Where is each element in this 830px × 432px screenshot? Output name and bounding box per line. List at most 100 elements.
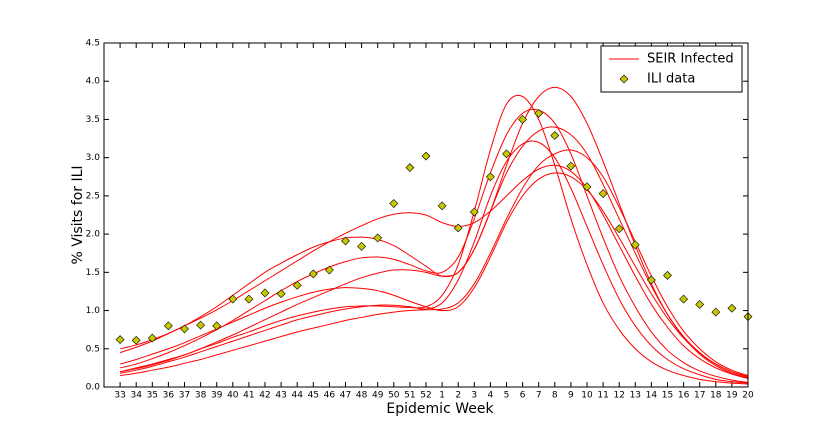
- seir-line: [119, 172, 748, 377]
- ili-point: [389, 199, 399, 208]
- ili-point: [405, 163, 415, 173]
- x-tick-label: 18: [710, 391, 722, 401]
- ili-point: [485, 172, 495, 182]
- seir-line: [120, 149, 748, 377]
- y-axis-label: % Visits for ILI: [70, 165, 86, 264]
- y-tick-label: 1.0: [86, 306, 101, 316]
- x-tick-label: 46: [324, 391, 336, 401]
- ili-point: [292, 280, 302, 290]
- x-tick-label: 2: [455, 391, 461, 401]
- y-tick-label: 3.5: [86, 115, 100, 125]
- seir-line: [120, 126, 748, 378]
- ili-point: [679, 294, 689, 304]
- ili-point: [196, 320, 206, 330]
- x-tick-label: 16: [678, 391, 690, 401]
- x-tick-label: 6: [520, 391, 526, 401]
- x-tick-label: 49: [372, 391, 384, 401]
- y-tick-label: 3.0: [86, 153, 101, 163]
- ili-point: [550, 131, 560, 140]
- x-tick-label: 9: [568, 391, 574, 401]
- x-tick-label: 5: [504, 391, 510, 401]
- ili-point: [147, 333, 157, 343]
- seir-line: [119, 94, 748, 385]
- y-tick-label: 0.5: [86, 344, 100, 354]
- x-tick-label: 37: [179, 391, 190, 401]
- x-tick-label: 7: [536, 391, 542, 401]
- x-tick-label: 43: [275, 391, 286, 401]
- ili-point: [582, 182, 592, 192]
- legend-marker: [619, 74, 629, 84]
- x-tick-label: 38: [195, 391, 207, 401]
- y-tick-label: 0.0: [86, 383, 101, 393]
- plot-frame: [103, 42, 749, 388]
- x-tick-label: 4: [488, 391, 494, 401]
- y-tick-label: 2.0: [86, 230, 101, 240]
- legend-box: [600, 45, 743, 93]
- y-tick-label: 4.5: [86, 39, 100, 49]
- x-tick-label: 51: [404, 391, 415, 401]
- x-tick-label: 47: [340, 391, 351, 401]
- x-tick-label: 15: [662, 391, 673, 401]
- y-tick-label: 4.0: [86, 77, 101, 87]
- x-tick-label: 1: [439, 391, 445, 401]
- ili-point: [518, 115, 528, 124]
- ili-point: [695, 300, 705, 309]
- x-tick-label: 42: [259, 391, 270, 401]
- ili-point: [614, 224, 624, 234]
- ili-point: [469, 207, 479, 217]
- y-tick-label: 1.5: [86, 268, 100, 278]
- x-tick-label: 44: [291, 391, 303, 401]
- ili-point: [646, 275, 656, 285]
- x-tick-label: 33: [114, 391, 125, 401]
- x-tick-label: 19: [726, 391, 738, 401]
- ili-point: [663, 270, 672, 280]
- ili-point: [502, 149, 511, 159]
- ili-point: [534, 108, 544, 118]
- x-tick-label: 17: [694, 391, 705, 401]
- x-tick-label: 10: [581, 391, 593, 401]
- x-axis-label: Epidemic Week: [386, 401, 494, 417]
- legend-label: SEIR Infected: [647, 52, 734, 67]
- seir-line: [119, 108, 748, 383]
- x-tick-label: 14: [646, 391, 658, 401]
- ili-point: [115, 335, 125, 345]
- ili-point: [598, 189, 608, 199]
- x-tick-label: 35: [147, 391, 158, 401]
- x-tick-label: 3: [471, 391, 477, 401]
- x-tick-label: 36: [163, 391, 175, 401]
- x-tick-label: 39: [211, 391, 223, 401]
- ili-point: [308, 269, 318, 279]
- ili-point: [228, 294, 238, 304]
- ili-point: [630, 240, 640, 250]
- x-tick-label: 50: [388, 391, 400, 401]
- legend-label: ILI data: [647, 72, 695, 87]
- y-tick-label: 2.5: [86, 191, 100, 201]
- x-tick-label: 41: [243, 391, 254, 401]
- ili-point: [212, 321, 222, 331]
- x-tick-label: 8: [552, 391, 558, 401]
- ili-point: [324, 265, 334, 275]
- x-tick-label: 45: [308, 391, 319, 401]
- seir-line: [119, 86, 748, 379]
- ili-point: [373, 233, 383, 243]
- x-tick-label: 52: [420, 391, 431, 401]
- ili-point: [357, 241, 367, 251]
- ili-point: [341, 236, 350, 246]
- ili-point: [566, 161, 576, 171]
- seir-line: [120, 140, 748, 384]
- x-tick-label: 34: [130, 391, 142, 401]
- ili-point: [727, 303, 737, 313]
- ili-point: [453, 223, 463, 233]
- x-tick-label: 20: [742, 391, 754, 401]
- x-tick-label: 12: [613, 391, 624, 401]
- x-tick-label: 48: [356, 391, 368, 401]
- ili-point: [131, 335, 141, 345]
- x-tick-label: 11: [597, 391, 608, 401]
- ili-point: [437, 201, 447, 211]
- x-tick-label: 40: [227, 391, 239, 401]
- seir-line: [119, 164, 748, 380]
- x-tick-label: 13: [630, 391, 641, 401]
- ili-point: [180, 324, 189, 334]
